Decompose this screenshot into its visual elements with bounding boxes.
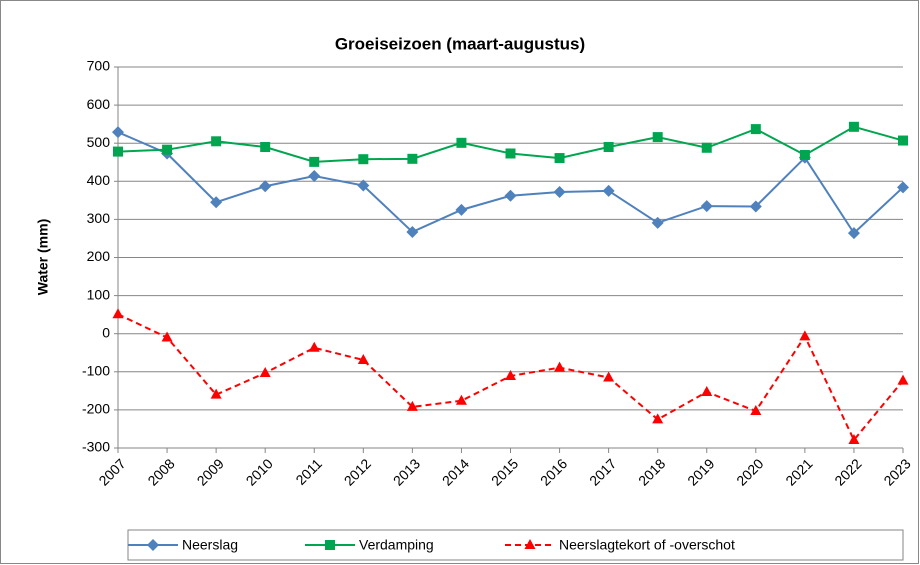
marker — [504, 189, 517, 202]
y-tick-label: -200 — [82, 401, 110, 417]
marker — [848, 121, 859, 132]
marker — [259, 180, 272, 193]
marker — [799, 150, 810, 161]
marker — [848, 433, 860, 444]
marker — [505, 369, 516, 380]
marker — [701, 385, 713, 396]
marker — [799, 330, 811, 341]
marker — [358, 154, 369, 165]
marker — [407, 153, 418, 164]
marker — [162, 144, 173, 155]
y-tick-label: 200 — [87, 248, 111, 264]
legend-label: Neerslagtekort of -overschot — [559, 537, 735, 553]
marker — [652, 413, 664, 424]
marker — [700, 200, 713, 213]
marker — [750, 124, 761, 135]
marker — [357, 353, 369, 364]
marker — [456, 137, 467, 148]
marker — [554, 153, 565, 164]
marker — [455, 394, 467, 405]
marker — [602, 184, 615, 197]
marker — [325, 540, 335, 550]
marker — [260, 142, 271, 153]
marker — [112, 126, 124, 139]
marker — [749, 200, 762, 213]
marker — [113, 146, 123, 157]
marker — [406, 400, 418, 411]
marker — [309, 156, 320, 167]
y-tick-label: 0 — [102, 324, 110, 340]
marker — [603, 371, 615, 382]
marker — [161, 331, 173, 342]
y-axis-label: Water (mm) — [35, 219, 51, 296]
marker — [505, 148, 516, 159]
marker — [210, 196, 223, 209]
marker — [455, 203, 468, 216]
marker — [847, 227, 860, 240]
marker — [651, 216, 664, 229]
marker — [112, 308, 124, 319]
legend-label: Neerslag — [182, 537, 238, 553]
marker — [357, 179, 370, 192]
marker — [210, 388, 222, 399]
marker — [406, 225, 419, 238]
marker — [897, 181, 909, 194]
marker — [652, 132, 663, 143]
y-tick-label: -300 — [82, 439, 110, 455]
y-tick-label: 100 — [87, 286, 111, 302]
marker — [898, 135, 908, 146]
marker — [701, 142, 712, 153]
marker — [147, 539, 159, 551]
marker — [897, 374, 909, 385]
marker — [603, 142, 614, 153]
y-tick-label: -100 — [82, 363, 110, 379]
marker — [554, 361, 566, 372]
marker — [308, 341, 320, 352]
y-tick-label: 300 — [87, 210, 111, 226]
y-tick-label: 700 — [87, 58, 111, 74]
marker — [211, 136, 222, 147]
marker — [259, 366, 271, 377]
marker — [308, 169, 321, 182]
y-tick-label: 500 — [87, 134, 111, 150]
y-tick-label: 600 — [87, 96, 111, 112]
marker — [524, 539, 536, 549]
y-tick-label: 400 — [87, 172, 111, 188]
marker — [553, 185, 566, 198]
legend-label: Verdamping — [359, 537, 434, 553]
marker — [750, 405, 762, 416]
chart-title: Groeiseizoen (maart-augustus) — [335, 34, 585, 53]
